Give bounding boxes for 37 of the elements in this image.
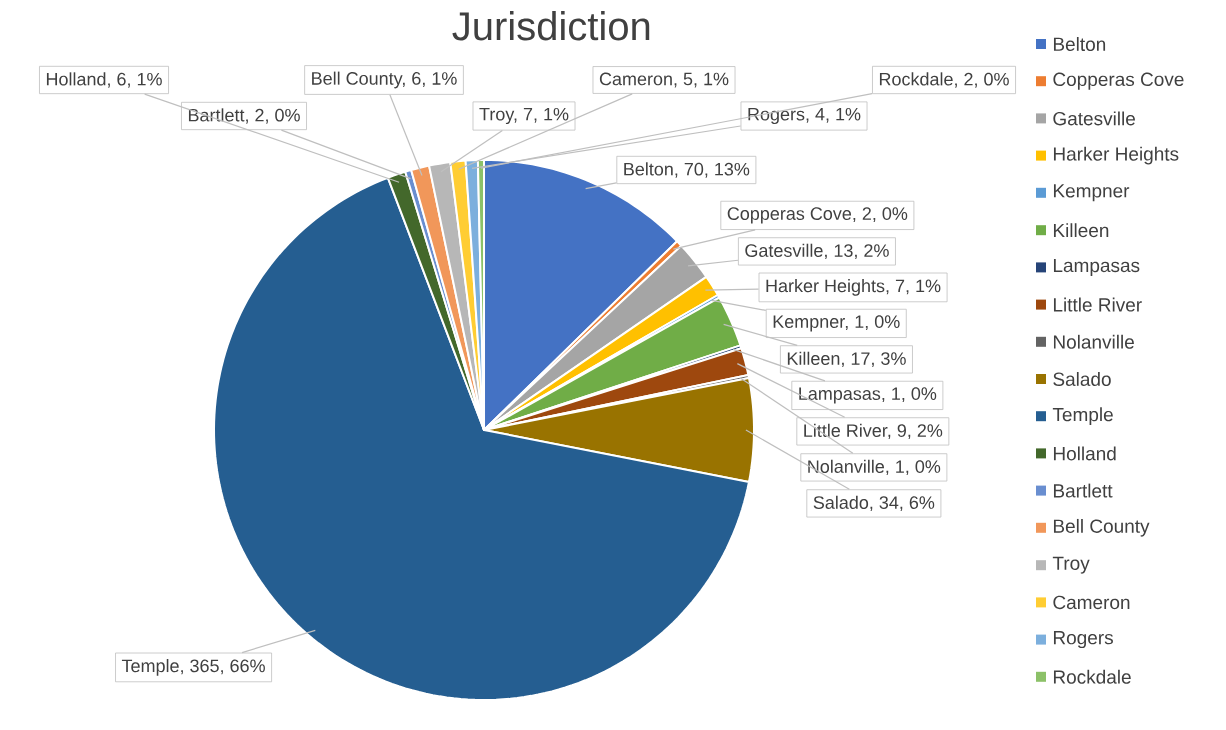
data-label: Cameron, 5, 1% bbox=[599, 72, 729, 88]
legend-label: Killeen bbox=[1053, 223, 1109, 238]
legend-label: Holland bbox=[1053, 446, 1116, 461]
data-label: Little River, 9, 2% bbox=[804, 423, 943, 440]
data-label: Nolanville, 1, 0% bbox=[808, 459, 941, 476]
data-label: Harker Heights, 7, 1% bbox=[766, 279, 941, 296]
legend-label: Rogers bbox=[1053, 631, 1113, 649]
legend-label: Gatesville bbox=[1053, 111, 1135, 126]
data-label: Salado, 34, 6% bbox=[813, 495, 935, 512]
data-label: Troy, 7, 1% bbox=[479, 107, 569, 125]
legend-label: Little River bbox=[1053, 297, 1142, 312]
data-label: Temple, 365, 66% bbox=[121, 659, 265, 676]
data-label: Lampasas, 1, 0% bbox=[799, 387, 937, 404]
data-label: Copperas Cove, 2, 0% bbox=[727, 207, 908, 224]
legend-label: Copperas Cove bbox=[1053, 72, 1184, 90]
legend-label: Lampasas bbox=[1053, 258, 1140, 276]
data-label: Holland, 6, 1% bbox=[46, 72, 162, 88]
data-label: Bell County, 6, 1% bbox=[312, 71, 457, 89]
legend-label: Bell County bbox=[1053, 518, 1150, 537]
data-label: Belton, 70, 13% bbox=[624, 162, 750, 178]
data-label: Bartlett, 2, 0% bbox=[188, 108, 300, 124]
legend-label: Salado bbox=[1053, 372, 1111, 386]
legend-label: Nolanville bbox=[1053, 334, 1134, 349]
legend-label: Rockdale bbox=[1053, 669, 1131, 684]
legend-label: Bartlett bbox=[1053, 483, 1113, 498]
data-label: Kempner, 1, 0% bbox=[773, 315, 900, 332]
data-label: Rockdale, 2, 0% bbox=[879, 72, 1009, 88]
legend-label: Harker Heights bbox=[1053, 146, 1179, 165]
legend-label: Cameron bbox=[1053, 595, 1130, 610]
legend-label: Kempner bbox=[1053, 184, 1130, 202]
data-label: Gatesville, 13, 2% bbox=[745, 243, 889, 260]
legend-label: Temple bbox=[1052, 407, 1113, 426]
legend-label: Belton bbox=[1053, 37, 1106, 51]
data-label: Rogers, 4, 1% bbox=[748, 107, 861, 125]
chart-title: Jurisdiction bbox=[452, 11, 650, 41]
legend-label: Troy bbox=[1052, 556, 1090, 574]
data-label: Killeen, 17, 3% bbox=[787, 351, 906, 368]
